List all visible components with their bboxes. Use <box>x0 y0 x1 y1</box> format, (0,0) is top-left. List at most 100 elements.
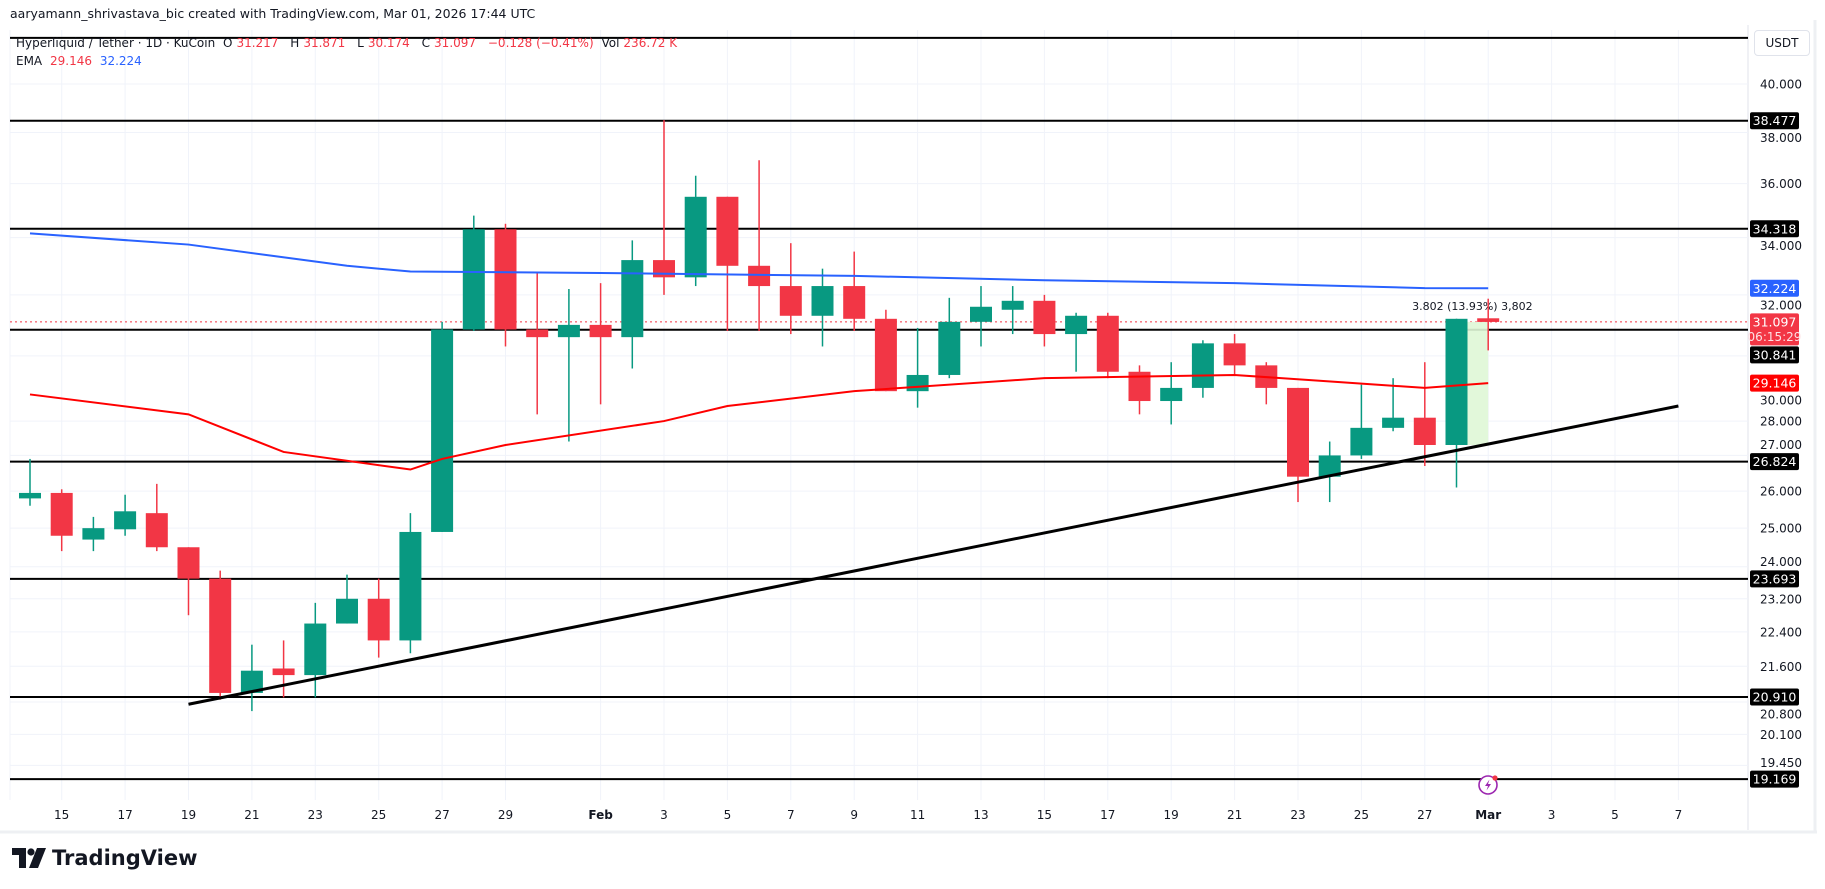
level-price-label-bg <box>1750 220 1799 238</box>
candle-body <box>1096 315 1119 372</box>
trendline <box>188 404 1679 706</box>
currency-button[interactable]: USDT <box>1754 30 1810 56</box>
ema-fast-price-label: 29.146 <box>1750 374 1799 392</box>
candle-body <box>811 286 834 316</box>
candle <box>779 243 802 335</box>
legend-symbol[interactable]: Hyperliquid / Tether · 1D · KuCoin <box>16 36 216 50</box>
y-tick-label: 36.000 <box>1760 177 1802 191</box>
y-tick-label: 24.000 <box>1760 555 1802 569</box>
brand-name: TradingView <box>52 846 198 870</box>
x-tick-label: Feb <box>588 808 613 822</box>
y-tick-label: 34.000 <box>1760 239 1802 253</box>
candle <box>367 578 390 658</box>
candle-body <box>209 578 232 693</box>
candle-body <box>906 374 929 392</box>
candle-body <box>399 531 422 641</box>
candle-body <box>716 196 739 266</box>
x-tick-label: 23 <box>1290 808 1305 822</box>
level-price-label-text: 30.841 <box>1753 347 1797 362</box>
x-tick-label: 19 <box>181 808 196 822</box>
candle-body <box>1477 318 1500 322</box>
level-price-label-text: 34.318 <box>1753 221 1797 236</box>
chart-credit: aaryamann_shrivastava_bic created with T… <box>10 6 536 21</box>
level-price-label-bg <box>1750 688 1799 706</box>
candle <box>1413 362 1436 466</box>
level-price-label-text: 38.477 <box>1753 113 1797 128</box>
tradingview-logo-icon <box>12 848 46 868</box>
price-axis: 40.000 38.000 36.000 34.000 32.000 30.000 28.0… <box>1760 78 1802 770</box>
candle <box>1318 441 1341 503</box>
candle-body <box>748 265 771 287</box>
legend-open: 31.217 <box>236 36 279 50</box>
x-tick-label: 29 <box>498 808 513 822</box>
x-tick-label: 27 <box>434 808 449 822</box>
candle-body <box>494 229 517 330</box>
legend-low-label: L <box>357 36 364 50</box>
candle-body <box>621 260 644 338</box>
y-tick-label: 20.100 <box>1760 728 1802 742</box>
candle-body <box>843 286 866 319</box>
level-price-label: 26.824 <box>1750 453 1799 471</box>
last-price-label-countdown: 06:15:29 <box>1748 330 1802 344</box>
last-price-label-bg <box>1750 313 1799 346</box>
candle-body <box>557 324 580 338</box>
candle-body <box>1413 417 1436 445</box>
candle-body <box>779 286 802 316</box>
y-tick-label: 22.400 <box>1760 625 1802 639</box>
candle <box>970 286 992 347</box>
y-tick-label: 38.000 <box>1760 131 1802 145</box>
level-price-label: 38.477 <box>1750 112 1799 130</box>
tradingview-logo[interactable]: TradingView <box>12 846 197 870</box>
candle-body <box>1191 343 1214 388</box>
x-tick-label: 3 <box>660 808 668 822</box>
y-tick-label: 27.000 <box>1760 438 1802 452</box>
ema-slow-price-label-bg <box>1750 279 1799 297</box>
x-tick-label: 27 <box>1417 808 1432 822</box>
candle-body <box>177 547 200 579</box>
candle <box>1096 312 1119 379</box>
candle <box>874 309 897 392</box>
y-tick-label: 19.450 <box>1760 756 1802 770</box>
candle-body <box>526 329 549 338</box>
candle-body <box>1382 417 1405 428</box>
level-price-label-bg <box>1750 770 1799 788</box>
candle <box>621 240 644 369</box>
level-price-label-text: 20.910 <box>1753 689 1797 704</box>
candle <box>272 640 295 698</box>
x-tick-label: 7 <box>787 808 795 822</box>
candle-body <box>970 306 992 322</box>
candle-body <box>874 318 897 392</box>
level-price-label-bg <box>1750 112 1799 130</box>
candle-body <box>1128 371 1151 402</box>
x-tick-label: 5 <box>724 808 732 822</box>
level-price-label: 20.910 <box>1750 688 1799 706</box>
candle-body <box>1350 427 1373 456</box>
level-price-label-text: 23.693 <box>1753 571 1797 586</box>
level-price-label: 19.169 <box>1750 770 1799 788</box>
candle-body <box>1033 300 1056 335</box>
y-tick-label: 21.600 <box>1760 660 1802 674</box>
legend-ema-slow: 32.224 <box>99 54 142 68</box>
legend-ema-label[interactable]: EMA <box>16 54 43 68</box>
x-tick-label: 19 <box>1164 808 1179 822</box>
chart-legend: Hyperliquid / Tether · 1D · KuCoin O 31.2… <box>16 34 685 70</box>
legend-low: 30.174 <box>367 36 410 50</box>
time-axis: 15 17 19 21 23 25 27 29 Feb 3 5 7 9 11 13 15 17 19 21 23 25 2… <box>54 808 1682 822</box>
legend-close-label: C <box>421 36 431 50</box>
ema-slow-price-label-text: 32.224 <box>1753 281 1797 296</box>
x-tick-label: 25 <box>1354 808 1369 822</box>
y-tick-label: 40.000 <box>1760 78 1802 92</box>
candle-body <box>82 528 105 540</box>
x-tick-label: 21 <box>1227 808 1242 822</box>
candle <box>1382 378 1405 432</box>
ema-slow-line <box>29 232 1489 290</box>
alert-icon[interactable] <box>1478 775 1498 795</box>
candle-body <box>336 598 358 624</box>
legend-volume-label: Vol <box>601 36 620 50</box>
candle <box>1255 362 1278 405</box>
x-tick-label: 11 <box>910 808 925 822</box>
x-tick-label: 7 <box>1675 808 1683 822</box>
candle-body <box>589 324 612 338</box>
